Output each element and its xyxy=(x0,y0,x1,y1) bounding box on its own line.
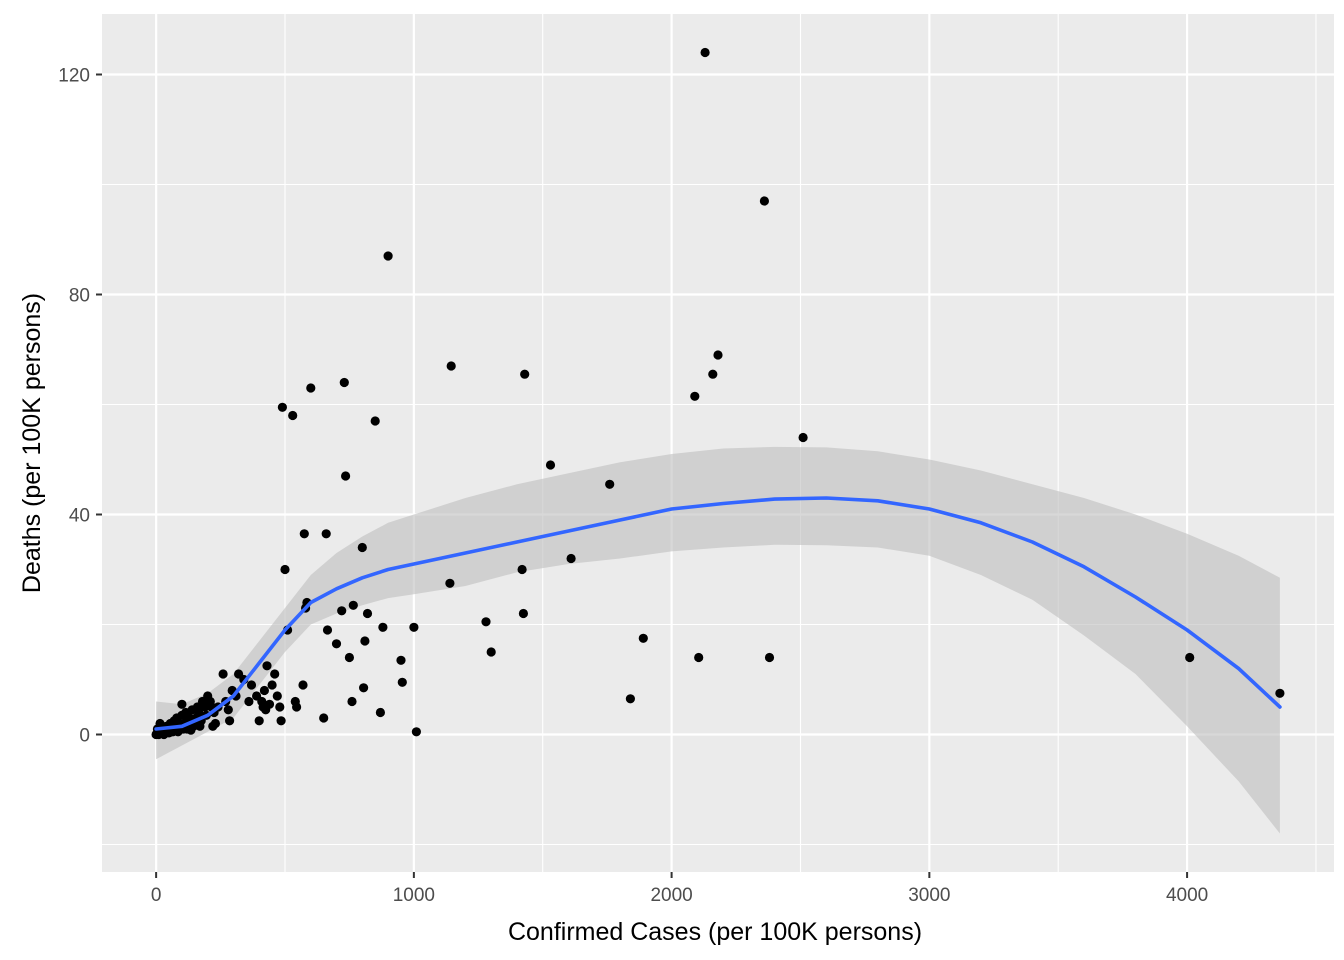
x-tick-label: 2000 xyxy=(650,885,692,906)
data-point xyxy=(225,716,235,726)
data-point xyxy=(299,529,309,539)
data-point xyxy=(218,669,228,679)
data-point xyxy=(339,377,349,388)
data-point xyxy=(288,410,298,421)
data-point xyxy=(409,622,419,632)
data-point xyxy=(306,383,316,393)
data-point xyxy=(481,617,491,627)
data-point xyxy=(337,606,347,616)
data-point xyxy=(244,696,254,707)
data-point xyxy=(708,369,718,379)
data-point xyxy=(545,460,556,470)
data-point xyxy=(357,542,367,553)
data-point xyxy=(194,707,204,718)
data-point xyxy=(362,608,373,619)
data-point xyxy=(280,564,290,575)
data-point xyxy=(276,716,286,726)
data-point xyxy=(397,677,407,687)
data-point xyxy=(690,391,700,401)
data-point xyxy=(798,432,808,443)
x-tick-label: 4000 xyxy=(1166,885,1208,906)
data-points xyxy=(151,47,1285,740)
grid-major xyxy=(102,14,1334,872)
y-tick-label: 40 xyxy=(69,506,90,527)
x-tick-label: 3000 xyxy=(908,885,950,906)
data-point xyxy=(605,479,615,489)
data-point xyxy=(347,696,357,707)
data-point xyxy=(694,652,704,663)
data-point xyxy=(210,718,220,729)
data-point xyxy=(713,350,723,360)
data-point xyxy=(277,402,287,412)
data-point xyxy=(360,636,370,646)
x-tick-label: 1000 xyxy=(393,885,435,906)
data-point xyxy=(446,361,456,371)
data-point xyxy=(378,622,388,632)
data-point xyxy=(359,683,369,693)
data-point xyxy=(486,647,496,657)
x-axis-title: Confirmed Cases (per 100K persons) xyxy=(508,918,922,946)
data-point xyxy=(292,702,302,712)
data-point xyxy=(764,652,775,663)
plot-panel xyxy=(102,14,1334,872)
data-point xyxy=(321,529,331,539)
smooth-fit-line xyxy=(154,496,1282,731)
data-point xyxy=(625,694,636,704)
data-point xyxy=(344,652,354,663)
data-point xyxy=(272,691,282,701)
data-point xyxy=(322,625,333,635)
data-point xyxy=(177,699,187,709)
y-tick-label: 0 xyxy=(79,726,90,747)
data-point xyxy=(259,685,269,696)
data-point xyxy=(298,680,308,690)
data-point xyxy=(319,713,329,723)
data-point xyxy=(383,251,393,261)
axis-ticks: 0 1000 2000 3000 4000 0 40 80 120 xyxy=(58,66,1208,907)
data-point xyxy=(341,471,351,481)
data-point xyxy=(223,705,233,715)
data-point xyxy=(254,716,264,726)
data-point xyxy=(396,655,406,665)
confidence-ribbon xyxy=(156,446,1280,834)
data-point xyxy=(1275,688,1285,698)
data-point xyxy=(520,369,530,379)
data-point xyxy=(518,608,529,619)
data-point xyxy=(638,633,648,643)
data-point xyxy=(264,699,275,709)
data-point xyxy=(700,47,710,58)
data-point xyxy=(759,196,770,206)
data-point xyxy=(445,578,455,588)
y-axis-title: Deaths (per 100K persons) xyxy=(18,293,46,593)
data-point xyxy=(370,416,380,426)
data-point xyxy=(270,669,280,679)
data-point xyxy=(375,707,385,718)
data-point xyxy=(331,639,342,649)
data-point xyxy=(566,553,576,564)
data-point xyxy=(262,661,272,671)
data-point xyxy=(275,702,285,712)
data-point xyxy=(517,564,527,575)
data-point xyxy=(246,680,257,690)
y-tick-label: 120 xyxy=(58,66,90,87)
data-point xyxy=(348,600,358,610)
data-point xyxy=(411,727,421,737)
data-point xyxy=(1185,652,1195,663)
data-point xyxy=(267,680,277,690)
y-tick-label: 80 xyxy=(69,286,90,307)
x-tick-label: 0 xyxy=(151,885,162,906)
